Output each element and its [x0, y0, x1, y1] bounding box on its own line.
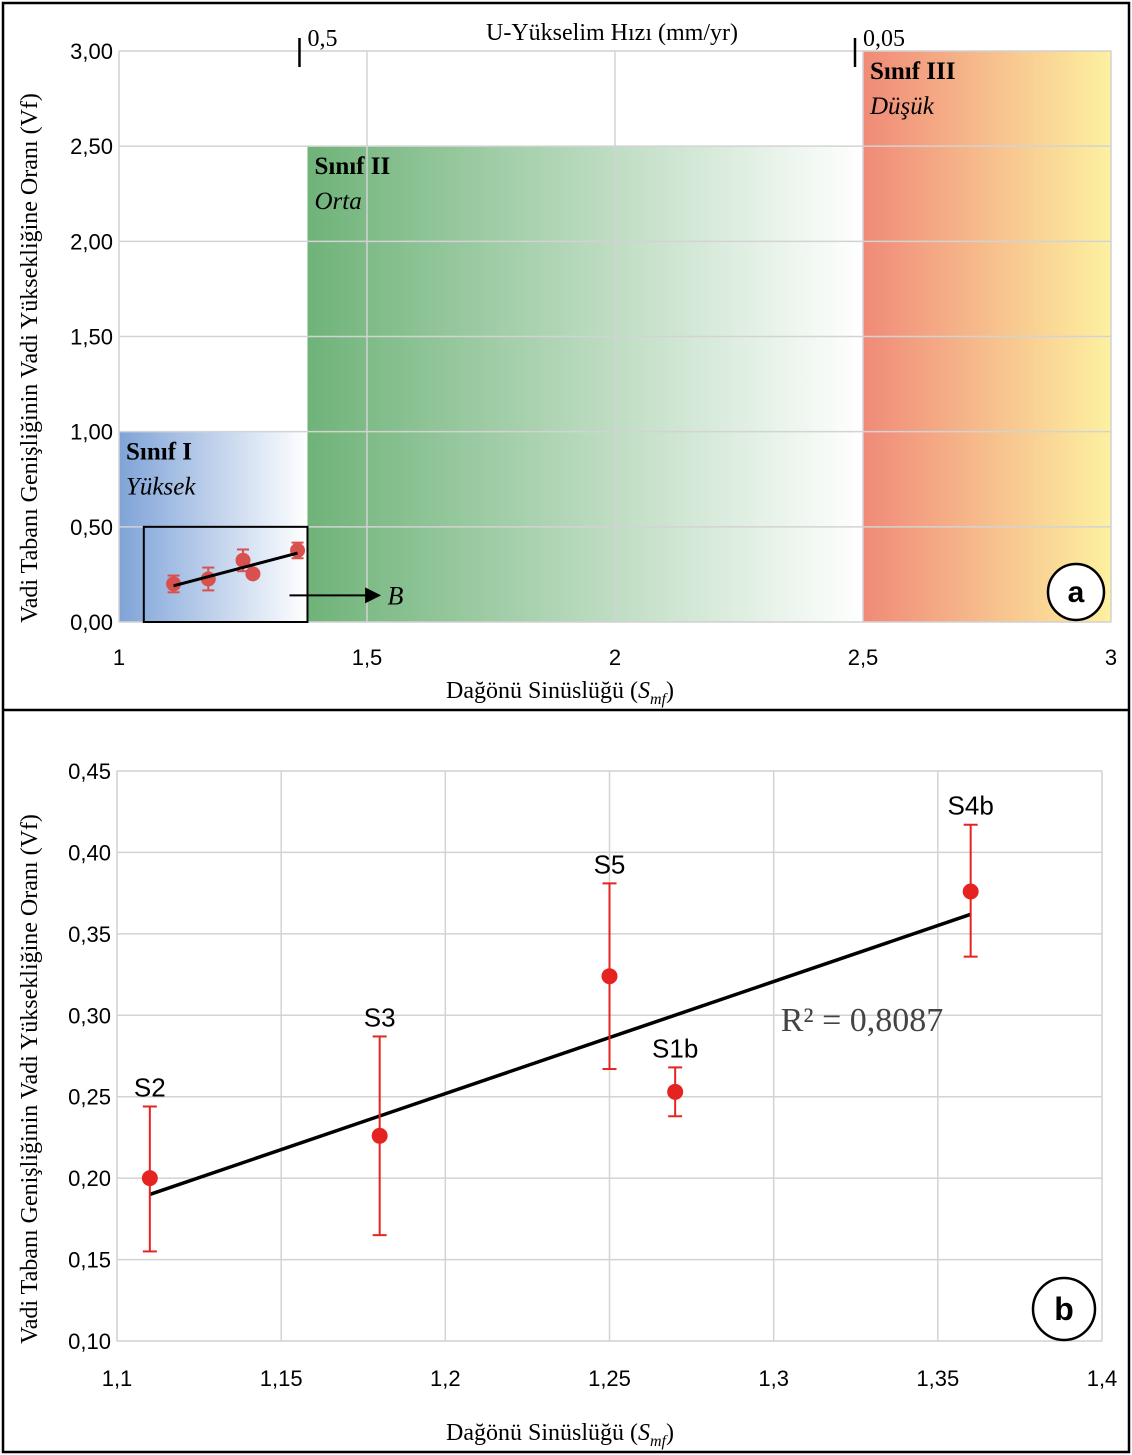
point-label: S3 [364, 1002, 396, 1032]
x-tick-label: 1,15 [260, 1366, 303, 1391]
x-tick-labels: 1,1 1,15 1,2 1,25 1,3 1,35 1,4 [102, 1366, 1118, 1391]
y-tick-label: 0,35 [68, 922, 111, 947]
y-tick-label: 0,10 [68, 1329, 111, 1354]
panel-b: 0,10 0,15 0,20 0,25 0,30 0,35 0,40 0,45 1,1 1,15… [17, 759, 1117, 1450]
x-axis-label: Dağönü Sinüslüğü (Smf) [446, 1420, 674, 1450]
y-tick-label: 1,00 [70, 420, 113, 445]
data-point [245, 566, 261, 582]
x-tick-label: 1,25 [588, 1366, 631, 1391]
plot-area-border [118, 50, 1112, 623]
y-tick-label: 0,45 [68, 759, 111, 784]
point-label: S2 [134, 1072, 166, 1102]
data-points: S2 S3 S5 S1b S4b [134, 791, 994, 1253]
y-tick-label: 3,00 [70, 39, 113, 64]
point-label: S4b [948, 791, 994, 821]
class-name: Sınıf III [870, 58, 955, 85]
top-axis-tick-label: 0,5 [307, 26, 337, 52]
x-tick-label: 1,4 [1087, 1366, 1118, 1391]
panel-a: 0,00 0,50 1,00 1,50 2,00 2,50 3,00 1 1,5 2 2,5 3 0… [17, 20, 1117, 708]
data-point [235, 552, 251, 568]
top-axis-label: U-Yükselim Hızı (mm/yr) [486, 20, 738, 46]
class-name: Sınıf I [126, 439, 192, 466]
class-name: Sınıf II [314, 153, 390, 180]
inset-arrow-label: B [387, 581, 403, 610]
y-tick-label: 0,20 [68, 1166, 111, 1191]
y-tick-label: 1,50 [70, 325, 113, 350]
y-tick-labels: 0,00 0,50 1,00 1,50 2,00 2,50 3,00 [70, 39, 113, 635]
y-tick-label: 0,00 [70, 610, 113, 635]
y-axis-label: Vadi Tabanı Genişliğinin Vadi Yüksekliği… [17, 814, 43, 1344]
x-tick-label: 2,5 [848, 645, 879, 670]
x-tick-label: 1 [113, 645, 125, 670]
class-desc: Yüksek [126, 474, 196, 501]
y-tick-label: 0,40 [68, 840, 111, 865]
plot-area-border [116, 770, 1103, 1342]
x-axis-label: Dağönü Sinüslüğü (Smf) [446, 678, 674, 708]
trend-line [149, 912, 972, 1197]
point-label: S1b [652, 1033, 698, 1063]
svg-text:a: a [1068, 576, 1085, 609]
y-axis-label: Vadi Tabanı Genişliğinin Vadi Yüksekliği… [17, 93, 43, 623]
class-desc: Orta [314, 188, 361, 215]
y-tick-label: 2,00 [70, 229, 113, 254]
y-tick-labels: 0,10 0,15 0,20 0,25 0,30 0,35 0,40 0,45 [68, 759, 111, 1354]
x-tick-label: 2 [609, 645, 621, 670]
data-point [371, 1127, 388, 1144]
x-tick-label: 1,2 [430, 1366, 461, 1391]
data-point [166, 576, 182, 592]
x-tick-label: 3 [1105, 645, 1117, 670]
x-tick-label: 1,5 [352, 645, 383, 670]
inset-box [142, 525, 309, 623]
panel-label-a: a [1046, 562, 1106, 622]
y-tick-label: 2,50 [70, 134, 113, 159]
y-tick-label: 0,15 [68, 1248, 111, 1273]
x-tick-label: 1,35 [916, 1366, 959, 1391]
class-labels: Sınıf I Yüksek Sınıf II Orta Sınıf III Düşük [126, 58, 955, 501]
top-axis-tick-label: 0,05 [863, 26, 905, 52]
class-zone [307, 146, 864, 622]
x-tick-label: 1,3 [758, 1366, 789, 1391]
r-squared-label: R² = 0,8087 [781, 1002, 944, 1039]
x-tick-labels: 1 1,5 2 2,5 3 [113, 645, 1117, 670]
data-points [166, 541, 306, 594]
top-axis-ticks: 0,5 0,05 [298, 26, 905, 67]
data-point [962, 883, 979, 900]
svg-text:b: b [1054, 1291, 1074, 1327]
y-tick-label: 0,30 [68, 1003, 111, 1028]
y-tick-label: 0,50 [70, 515, 113, 540]
panel-label-b: b [1031, 1276, 1097, 1342]
data-point [601, 968, 618, 985]
class-desc: Düşük [869, 93, 935, 120]
trend-line [173, 551, 298, 588]
x-tick-label: 1,1 [102, 1366, 133, 1391]
point-label: S5 [594, 849, 626, 879]
data-point [141, 1170, 158, 1187]
y-tick-label: 0,25 [68, 1085, 111, 1110]
data-point [667, 1083, 684, 1100]
